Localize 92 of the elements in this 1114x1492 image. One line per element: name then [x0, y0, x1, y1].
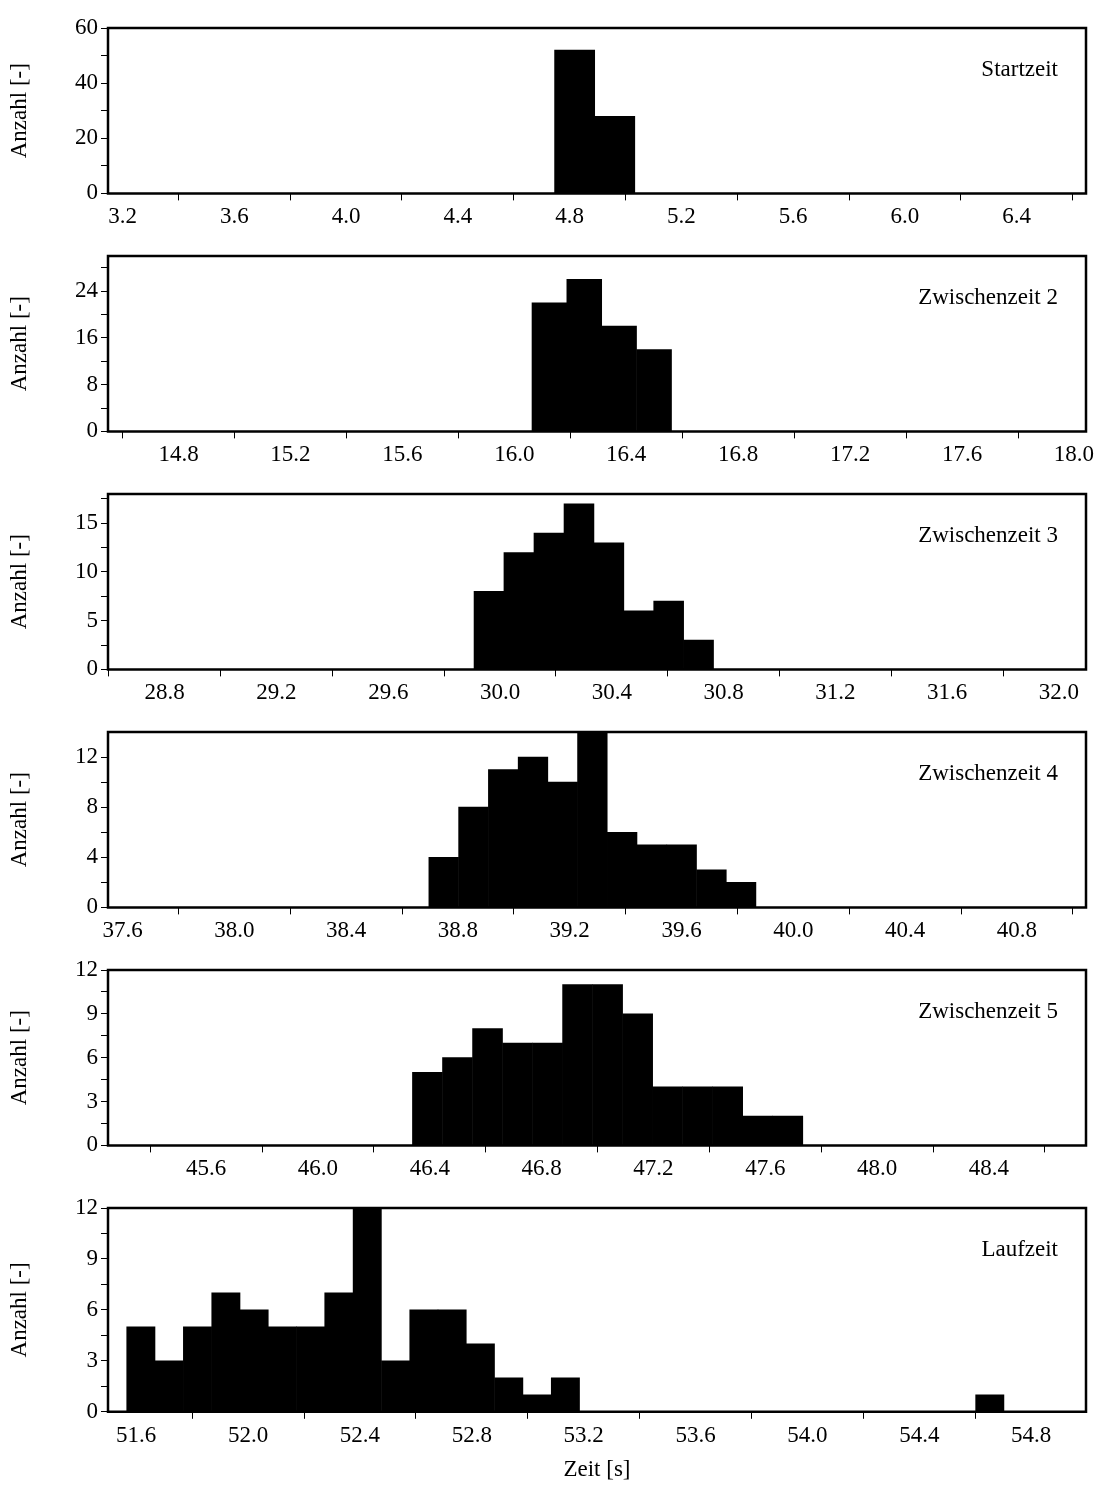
- x-tick-label: 18.0: [1053, 441, 1095, 467]
- annotation: Zwischenzeit 5: [918, 997, 1058, 1023]
- y-tick-label: 5: [86, 606, 98, 632]
- y-tick-label: 8: [86, 370, 98, 396]
- y-axis-title: Anzahl [-]: [5, 1262, 31, 1358]
- y-tick-label: 0: [86, 893, 98, 919]
- y-axis-title: Anzahl [-]: [5, 772, 31, 868]
- x-tick-label: 17.6: [941, 441, 983, 467]
- y-tick-label: 3: [86, 1087, 98, 1113]
- y-tick-label: 12: [75, 1194, 98, 1220]
- y-tick-label: 0: [86, 655, 98, 681]
- y-tick-label: 12: [75, 956, 98, 982]
- annotation: Laufzeit: [981, 1235, 1059, 1261]
- x-tick-label: 3.6: [219, 203, 249, 229]
- x-tick-label: 3.2: [108, 203, 137, 229]
- x-tick-label: 52.0: [227, 1421, 269, 1447]
- y-tick-label: 40: [75, 69, 98, 95]
- x-tick-label: 6.4: [1002, 203, 1032, 229]
- y-tick-label: 3: [86, 1346, 98, 1372]
- x-tick-label: 52.4: [339, 1421, 381, 1447]
- y-axis-title: Anzahl [-]: [5, 296, 31, 392]
- x-tick-label: 53.6: [675, 1421, 716, 1447]
- x-tick-label: 31.2: [815, 679, 856, 705]
- x-tick-label: 5.6: [778, 203, 808, 229]
- x-tick-label: 30.4: [591, 679, 633, 705]
- y-tick-label: 0: [86, 1397, 98, 1423]
- x-tick-label: 39.2: [549, 917, 590, 943]
- x-tick-label: 15.2: [270, 441, 311, 467]
- annotation: Zwischenzeit 3: [918, 521, 1058, 547]
- annotation: Startzeit: [981, 55, 1059, 81]
- x-tick-label: 16.4: [606, 441, 647, 467]
- y-tick-label: 9: [86, 999, 98, 1025]
- x-tick-label: 30.8: [703, 679, 744, 705]
- x-tick-label: 37.6: [102, 917, 143, 943]
- x-tick-label: 6.0: [890, 203, 920, 229]
- x-tick-label: 47.2: [633, 1155, 674, 1181]
- x-tick-label: 38.4: [326, 917, 367, 943]
- y-tick-label: 4: [86, 843, 99, 869]
- x-tick-label: 30.0: [479, 679, 521, 705]
- y-tick-label: 20: [75, 124, 98, 150]
- x-tick-label: 40.8: [996, 917, 1038, 943]
- x-tick-label: 38.8: [437, 917, 479, 943]
- x-tick-label: 17.2: [829, 441, 871, 467]
- x-tick-label: 4.0: [331, 203, 361, 229]
- x-tick-label: 48.0: [857, 1155, 898, 1181]
- x-tick-label: 29.6: [368, 679, 409, 705]
- x-tick-label: 31.6: [927, 679, 968, 705]
- annotation: Zwischenzeit 4: [918, 759, 1059, 785]
- x-tick-label: 47.6: [745, 1155, 786, 1181]
- y-tick-label: 60: [75, 14, 98, 40]
- y-tick-label: 12: [75, 743, 98, 769]
- y-tick-label: 6: [86, 1043, 98, 1069]
- y-axis-title: Anzahl [-]: [5, 534, 31, 630]
- x-tick-label: 15.6: [382, 441, 423, 467]
- y-axis-title: Anzahl [-]: [5, 1010, 31, 1106]
- y-tick-label: 0: [86, 179, 98, 205]
- x-tick-label: 54.0: [787, 1421, 828, 1447]
- y-tick-label: 8: [86, 793, 98, 819]
- x-tick-label: 32.0: [1038, 679, 1080, 705]
- x-tick-label: 29.2: [256, 679, 297, 705]
- annotation: Zwischenzeit 2: [918, 283, 1058, 309]
- x-tick-label: 16.8: [718, 441, 759, 467]
- x-tick-label: 38.0: [214, 917, 255, 943]
- x-tick-label: 28.8: [144, 679, 185, 705]
- x-tick-label: 54.8: [1011, 1421, 1052, 1447]
- y-tick-label: 10: [75, 558, 98, 583]
- y-tick-label: 16: [75, 323, 98, 349]
- x-tick-label: 52.8: [451, 1421, 492, 1447]
- x-tick-label: 4.4: [443, 203, 473, 229]
- y-axis-title: Anzahl [-]: [5, 63, 31, 159]
- x-tick-label: 46.4: [409, 1155, 451, 1181]
- x-tick-label: 51.6: [116, 1421, 157, 1447]
- y-tick-label: 24: [75, 277, 99, 303]
- x-tick-label: 46.0: [297, 1155, 339, 1181]
- y-tick-label: 6: [86, 1295, 98, 1321]
- x-tick-label: 4.8: [555, 203, 584, 229]
- x-axis-title: Zeit [s]: [563, 1456, 631, 1482]
- x-tick-label: 14.8: [158, 441, 199, 467]
- x-tick-label: 39.6: [661, 917, 702, 943]
- x-tick-label: 53.2: [563, 1421, 604, 1447]
- x-tick-label: 45.6: [186, 1155, 227, 1181]
- x-tick-label: 40.4: [885, 917, 926, 943]
- x-tick-label: 5.2: [667, 203, 696, 229]
- x-tick-label: 54.4: [899, 1421, 940, 1447]
- x-tick-label: 46.8: [521, 1155, 562, 1181]
- y-tick-label: 0: [86, 417, 98, 443]
- x-tick-label: 48.4: [968, 1155, 1010, 1181]
- y-tick-label: 0: [86, 1131, 98, 1157]
- y-tick-label: 15: [75, 509, 98, 535]
- y-tick-label: 9: [86, 1245, 98, 1270]
- x-tick-label: 16.0: [494, 441, 535, 467]
- x-tick-label: 40.0: [773, 917, 814, 943]
